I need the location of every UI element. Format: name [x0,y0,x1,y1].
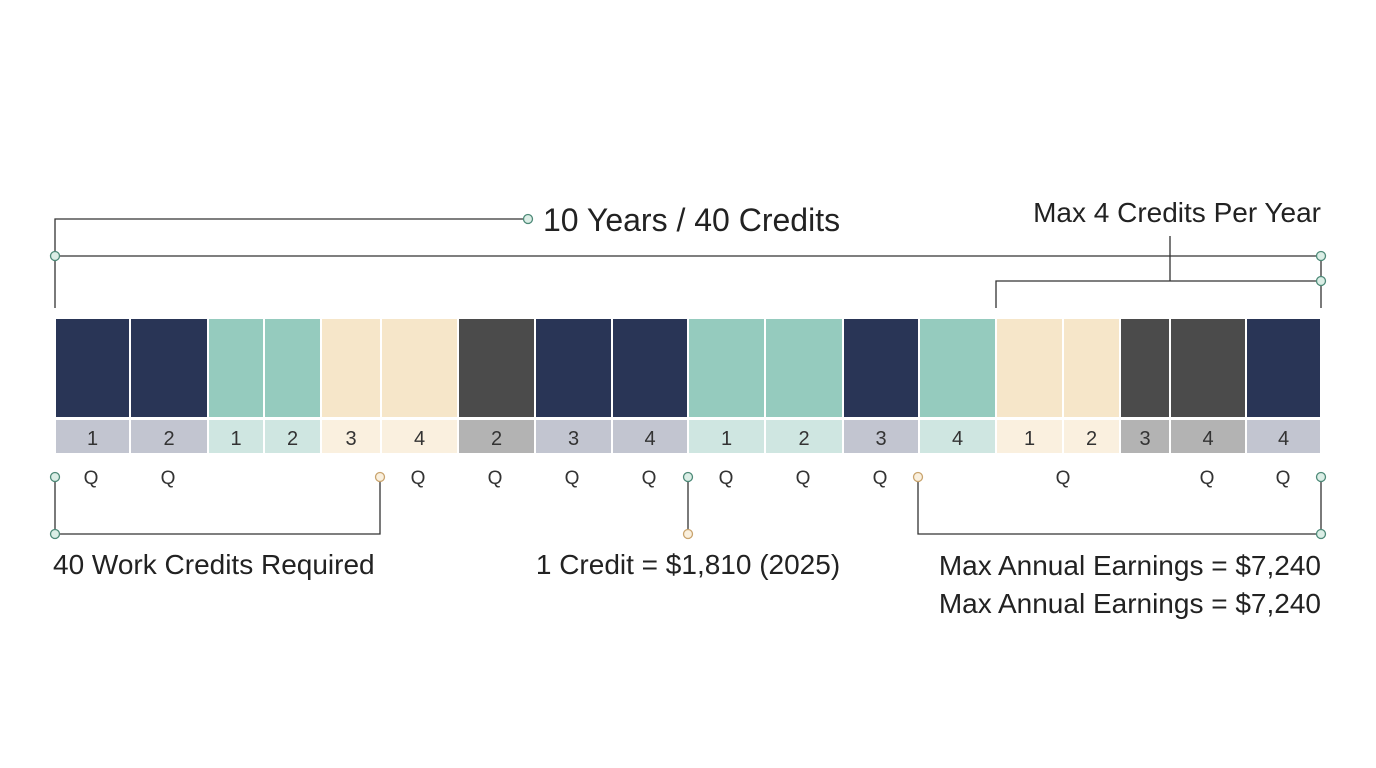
required-label: 40 Work Credits Required [53,549,375,580]
connector-dot [49,250,61,262]
quarter-number: 3 [875,428,886,450]
quarter-number: 4 [952,428,963,450]
credit-block [263,317,322,419]
quarter-strip [842,418,920,455]
connector-lines [54,218,1322,535]
credit-block [764,317,844,419]
credit-block [207,317,265,419]
quarter-number: 1 [1024,428,1035,450]
quarter-strip [1062,418,1121,455]
credit-blocks: 1 2 1 2 3 4 2 3 4 1 2 3 4 1 2 3 4 4 [54,317,1322,455]
credit-block [54,317,131,419]
q-marker: Q [719,468,734,489]
connector-dot [1315,471,1327,483]
quarter-number: 1 [721,428,732,450]
required-bracket [54,477,381,535]
quarter-strip [764,418,844,455]
earnings-bracket [917,477,1322,535]
credit-block [129,317,209,419]
quarter-number: 4 [414,428,425,450]
credit-block [1245,317,1322,419]
q-marker: Q [565,468,580,489]
quarter-number: 2 [798,428,809,450]
credit-block [1169,317,1247,419]
quarter-number: 4 [644,428,655,450]
quarter-number: 4 [1202,428,1213,450]
connector-dot [1315,528,1327,540]
quarter-number: 3 [1139,428,1150,450]
max-earnings-label: Max Annual Earnings = $7,240 [939,550,1321,581]
connector-dot [374,471,386,483]
quarter-number: 2 [1086,428,1097,450]
credit-block [918,317,997,419]
quarter-strip [1245,418,1322,455]
quarter-strip [1169,418,1247,455]
quarter-number: 4 [1278,428,1289,450]
connector-dot [49,471,61,483]
max-earnings-label-repeat: Max Annual Earnings = $7,240 [939,588,1321,619]
credit-block [534,317,613,419]
connector-dot [682,528,694,540]
q-marker: Q [796,468,811,489]
q-marker: Q [1056,468,1071,489]
quarter-strip [54,418,131,455]
quarter-strip [611,418,689,455]
credit-block [611,317,689,419]
quarter-strip [918,418,997,455]
credit-block [842,317,920,419]
quarter-number: 3 [345,428,356,450]
quarter-number: 1 [230,428,241,450]
connector-dot [682,471,694,483]
quarter-number: 1 [87,428,98,450]
connector-dot [49,528,61,540]
q-marker: Q [411,468,426,489]
quarter-number: 2 [287,428,298,450]
q-marker: Q [161,468,176,489]
credit-block [380,317,459,419]
q-marker: Q [1276,468,1291,489]
credit-value-label: 1 Credit = $1,810 (2025) [536,549,840,580]
quarter-strip [534,418,613,455]
top-title-bracket [54,218,528,308]
max-credits-label: Max 4 Credits Per Year [1033,197,1321,228]
credit-block [1062,317,1121,419]
quarter-number: 2 [491,428,502,450]
connector-dot [1315,250,1327,262]
quarter-strip [995,418,1064,455]
credit-block [457,317,536,419]
q-marker: Q [642,468,657,489]
max-credits-bracket [995,280,1321,308]
quarter-number: 3 [568,428,579,450]
connector-dot [522,213,534,225]
q-marker: Q [488,468,503,489]
credit-block [1119,317,1171,419]
quarter-strip [457,418,536,455]
q-marker: Q [84,468,99,489]
credit-block [320,317,382,419]
quarter-strip [380,418,459,455]
connector-dot [912,471,924,483]
quarter-strip [129,418,209,455]
quarter-strip [1119,418,1171,455]
credit-block [687,317,766,419]
quarter-number: 2 [163,428,174,450]
q-marker: Q [873,468,888,489]
q-marker: Q [1200,468,1215,489]
connector-dot [1315,275,1327,287]
credit-block [995,317,1064,419]
top-title: 10 Years / 40 Credits [543,202,840,238]
